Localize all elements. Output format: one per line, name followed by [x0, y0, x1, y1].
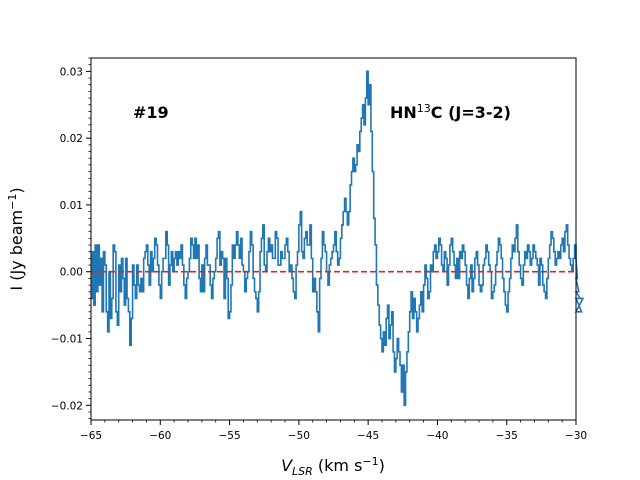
annotation-molecule-line: HN13C (J=3-2) [390, 102, 511, 122]
annotation-source-id: #19 [133, 103, 169, 122]
x-tick-label: −30 [565, 430, 587, 442]
x-tick-label: −35 [496, 430, 518, 442]
y-axis-label: I (Jy beam−1) [6, 187, 26, 290]
x-tick-label: −55 [218, 430, 240, 442]
y-tick-label: −0.02 [51, 400, 83, 412]
y-tick-label: 0.01 [60, 200, 83, 212]
plot-frame [90, 57, 577, 421]
x-tick-label: −40 [426, 430, 448, 442]
y-tick-label: 0.02 [60, 133, 83, 145]
plot-area [91, 70, 585, 407]
axis-ticks: −65 −60 −55 −50 −45 −40 −35 −30 −0.02 −0.01 0.00 0.… [51, 57, 587, 442]
y-tick-label: −0.01 [51, 334, 83, 346]
x-tick-label: −45 [357, 430, 379, 442]
y-tick-label: 0.03 [60, 66, 83, 78]
x-tick-label: −60 [149, 430, 171, 442]
y-tick-label: 0.00 [60, 267, 83, 279]
x-axis-label: VLSR (km s−1) [281, 455, 385, 478]
x-tick-label: −65 [80, 430, 102, 442]
x-tick-label: −50 [288, 430, 310, 442]
